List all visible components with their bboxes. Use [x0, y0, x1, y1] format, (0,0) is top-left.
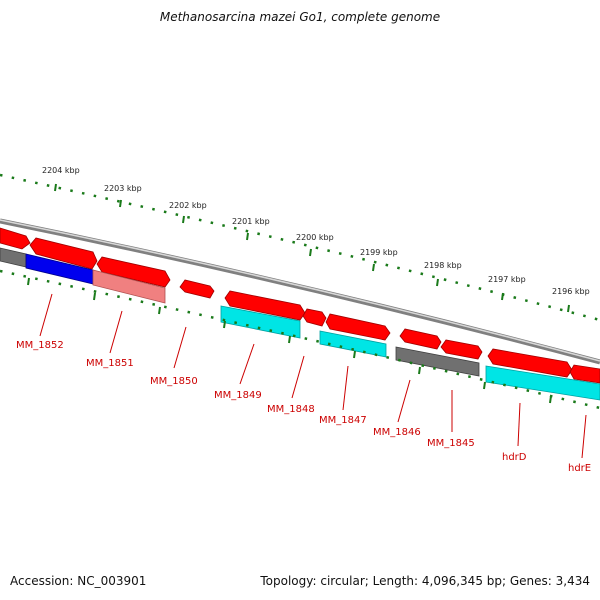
- inner-tick: [288, 335, 291, 344]
- outer-tick: [182, 215, 185, 224]
- outer-tick: [54, 183, 57, 192]
- gene-arrow: [179, 279, 215, 299]
- inner-tick: [483, 381, 486, 390]
- leader-line: [173, 326, 187, 369]
- scale-label: 2201 kbp: [232, 217, 270, 226]
- gene-arrow: [325, 313, 391, 341]
- genome-backbone: [0, 218, 600, 365]
- inner-tick: [223, 320, 226, 329]
- gene-label: hdrE: [568, 463, 591, 474]
- gene-block: [485, 365, 600, 401]
- gene-label: MM_1849: [214, 390, 262, 401]
- inner-major-ticks: [27, 277, 552, 404]
- outer-tick: [501, 292, 504, 301]
- gene-label: MM_1847: [319, 415, 367, 426]
- inner-tick: [418, 366, 421, 375]
- outer-tick: [567, 304, 570, 313]
- genome-backbone-highlight: [0, 219, 600, 362]
- leader-line: [581, 414, 587, 459]
- scale-label: 2204 kbp: [42, 166, 80, 175]
- gene-arrow: [302, 308, 327, 327]
- map-title: Methanosarcina mazei Go1, complete genom…: [159, 10, 441, 24]
- scale-label: 2202 kbp: [169, 201, 207, 210]
- gene-label: hdrD: [502, 452, 527, 463]
- gene-label-leaders: [39, 293, 587, 459]
- gene-labels: MM_1852 MM_1851 MM_1850 MM_1849 MM_1848 …: [16, 340, 591, 474]
- gene-block: [319, 330, 387, 358]
- leader-line: [239, 343, 255, 385]
- leader-line: [109, 310, 123, 354]
- scale-label: 2203 kbp: [104, 184, 142, 193]
- gene-block: [220, 305, 301, 339]
- leader-line: [517, 402, 521, 447]
- gene-label: MM_1845: [427, 438, 475, 449]
- inner-scale: [0, 269, 600, 410]
- scale-label: 2196 kbp: [552, 287, 590, 296]
- reverse-strand: [0, 247, 600, 401]
- gene-arrow: [29, 237, 98, 270]
- leader-line: [342, 365, 349, 411]
- gene-arrow: [0, 227, 31, 250]
- inner-scale-dots: [0, 269, 600, 410]
- accession-text: Accession: NC_003901: [10, 574, 147, 588]
- leader-line: [39, 293, 53, 337]
- gene-label: MM_1850: [150, 376, 198, 387]
- gene-arrow: [440, 339, 483, 360]
- gene-block: [0, 247, 27, 268]
- gene-label: MM_1846: [373, 427, 421, 438]
- genome-summary-text: Topology: circular; Length: 4,096,345 bp…: [260, 574, 590, 588]
- outer-major-ticks: [54, 183, 570, 313]
- inner-tick: [158, 306, 161, 315]
- outer-tick: [246, 232, 249, 241]
- gene-block: [395, 346, 480, 377]
- leader-line: [291, 355, 305, 399]
- gene-label: MM_1852: [16, 340, 64, 351]
- gene-arrow: [399, 328, 442, 350]
- scale-label: 2199 kbp: [360, 248, 398, 257]
- gene-arrow: [569, 364, 600, 384]
- gene-block: [92, 269, 166, 304]
- gene-label: MM_1848: [267, 404, 315, 415]
- inner-tick: [353, 350, 356, 359]
- inner-tick: [27, 277, 30, 286]
- scale-label: 2198 kbp: [424, 261, 462, 270]
- outer-scale-dots: [0, 173, 600, 322]
- outer-tick: [119, 199, 122, 208]
- inner-tick: [93, 292, 96, 301]
- leader-line: [397, 379, 411, 423]
- scale-label: 2200 kbp: [296, 233, 334, 242]
- forward-strand: [0, 227, 600, 384]
- outer-scale: 2204 kbp 2203 kbp 2202 kbp 2201 kbp 2200…: [0, 166, 600, 322]
- gene-label: MM_1851: [86, 358, 134, 369]
- inner-tick: [549, 395, 552, 404]
- scale-label: 2197 kbp: [488, 275, 526, 284]
- outer-tick: [309, 248, 312, 257]
- outer-tick: [436, 278, 439, 287]
- outer-tick: [372, 263, 375, 272]
